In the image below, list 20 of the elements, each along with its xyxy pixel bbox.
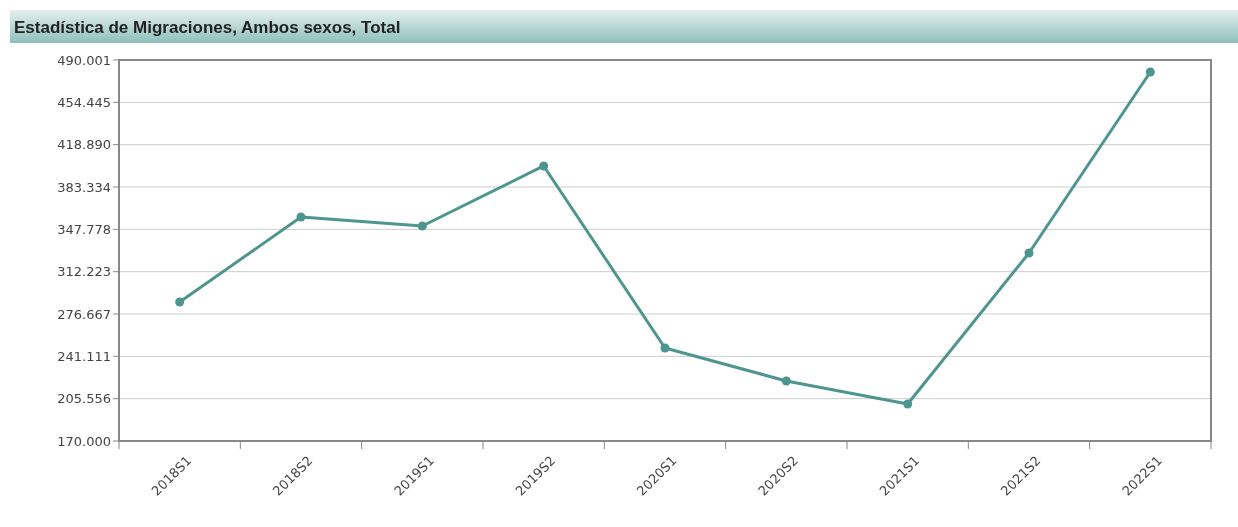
- chart-title: Estadística de Migraciones, Ambos sexos, Total: [14, 18, 401, 37]
- y-tick-label: 276.667: [57, 306, 111, 322]
- point: [781, 376, 791, 386]
- point: [903, 399, 913, 409]
- y-tick-label: 170.000: [57, 433, 111, 449]
- y-tick-label: 383.334: [57, 179, 111, 195]
- y-tick-label: 347.778: [57, 221, 111, 237]
- y-tick-label: 490.001: [57, 52, 111, 68]
- point: [175, 297, 185, 307]
- y-tick-label: 418.890: [57, 137, 111, 153]
- y-tick-label: 454.445: [57, 94, 111, 110]
- y-tick-label: 205.556: [57, 391, 111, 407]
- point: [1024, 248, 1034, 258]
- point: [417, 221, 427, 231]
- point: [660, 343, 670, 353]
- y-tick-label: 312.223: [57, 264, 111, 280]
- y-tick-label: 241.111: [57, 348, 111, 364]
- point: [539, 161, 549, 171]
- point: [1145, 67, 1155, 77]
- point: [296, 212, 306, 222]
